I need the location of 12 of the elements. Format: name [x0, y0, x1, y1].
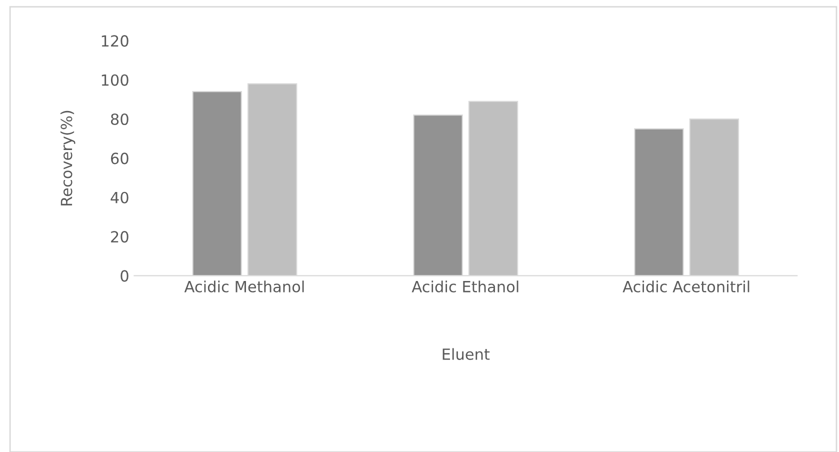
x-tick-label: Acidic Methanol: [184, 280, 304, 292]
y-tick-label: 100: [102, 74, 128, 86]
x-axis-title: Eluent: [442, 348, 490, 360]
x-tick-label: Acidic Ethanol: [412, 280, 518, 292]
y-tick-label: 40: [110, 192, 128, 204]
y-tick-label: 80: [110, 113, 128, 126]
x-tick-label: Acidic Acetonitril: [622, 280, 750, 292]
y-tick-label: 20: [111, 231, 128, 243]
y-axis-title: Recovery(%): [60, 110, 76, 206]
y-tick-label: 120: [102, 35, 128, 47]
y-tick-label: 0: [120, 270, 128, 282]
y-tick-label: 60: [111, 152, 128, 164]
